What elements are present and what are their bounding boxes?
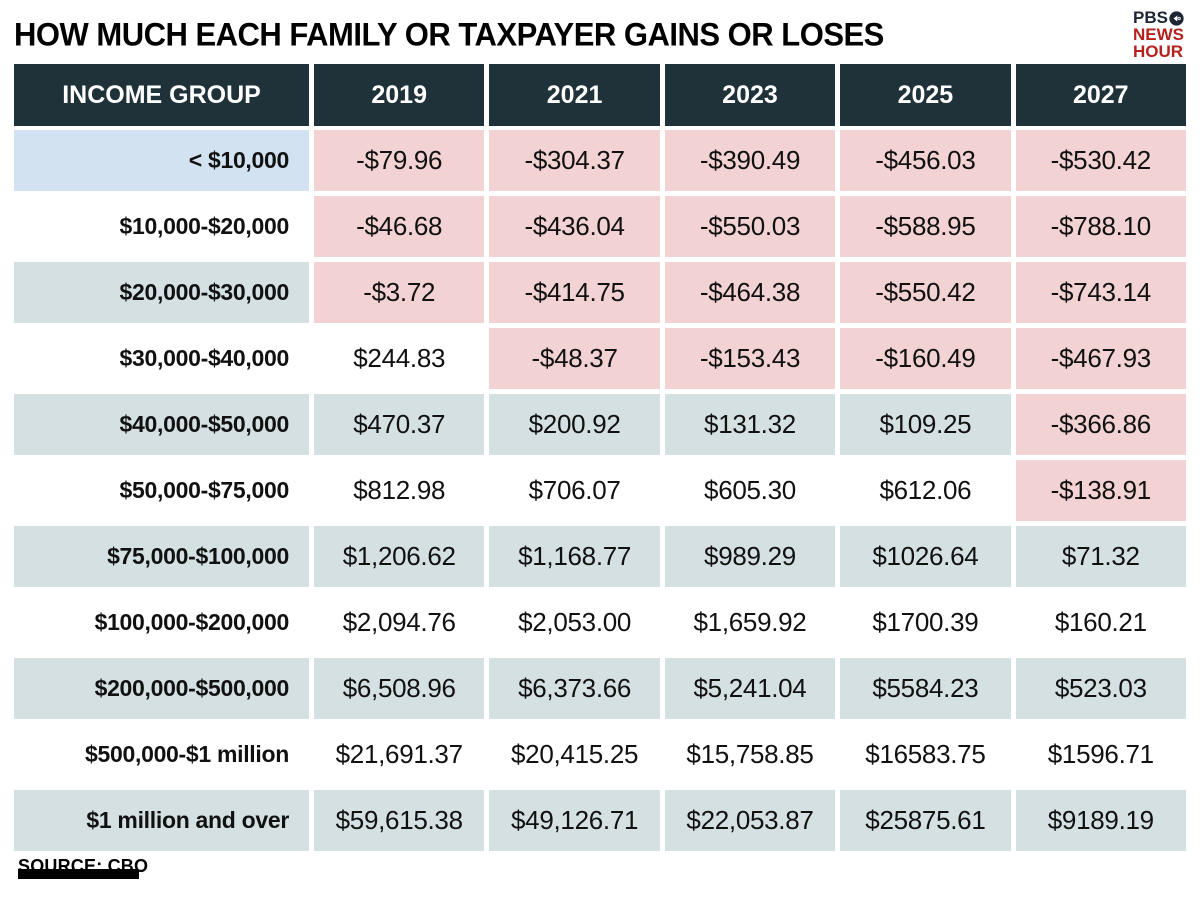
loss-value-cell: -$48.37 <box>489 328 660 389</box>
gain-value-cell: $200.92 <box>489 394 660 455</box>
loss-value-cell: -$390.49 <box>664 130 836 191</box>
title-bar: HOW MUCH EACH FAMILY OR TAXPAYER GAINS O… <box>0 0 1200 62</box>
income-group-label: $50,000-$75,000 <box>14 460 309 521</box>
loss-value-cell: -$414.75 <box>489 262 660 323</box>
income-group-label: $40,000-$50,000 <box>14 394 309 455</box>
gain-value-cell: $9189.19 <box>1015 790 1186 851</box>
gain-value-cell: $1026.64 <box>840 526 1011 587</box>
source-note: SOURCE: CBO <box>18 856 148 879</box>
loss-value-cell: -$464.38 <box>664 262 836 323</box>
gain-value-cell: $6,373.66 <box>489 658 660 719</box>
gain-value-cell: $812.98 <box>314 460 485 521</box>
loss-value-cell: -$79.96 <box>314 130 485 191</box>
gain-value-cell: $523.03 <box>1015 658 1186 719</box>
income-group-label: $10,000-$20,000 <box>14 196 309 257</box>
loss-value-cell: -$788.10 <box>1015 196 1186 257</box>
income-group-label: $200,000-$500,000 <box>14 658 309 719</box>
loss-value-cell: -$743.14 <box>1015 262 1186 323</box>
loss-value-cell: -$436.04 <box>489 196 660 257</box>
loss-value-cell: -$366.86 <box>1015 394 1186 455</box>
income-group-label: < $10,000 <box>14 130 309 191</box>
gain-value-cell: $244.83 <box>314 328 485 389</box>
loss-value-cell: -$530.42 <box>1015 130 1186 191</box>
loss-value-cell: -$160.49 <box>840 328 1011 389</box>
column-header-income-group: INCOME GROUP <box>14 64 309 126</box>
column-header-year: 2021 <box>489 64 660 126</box>
gain-value-cell: $49,126.71 <box>489 790 660 851</box>
gain-value-cell: $2,094.76 <box>314 592 485 653</box>
gain-value-cell: $605.30 <box>664 460 836 521</box>
loss-value-cell: -$46.68 <box>314 196 485 257</box>
income-group-label: $100,000-$200,000 <box>14 592 309 653</box>
pbs-head-icon <box>1169 10 1184 26</box>
gains-table: INCOME GROUP 2019 2021 2023 2025 2027 < $10,00… <box>14 64 1186 851</box>
gain-value-cell: $16583.75 <box>840 724 1011 785</box>
pbs-logo-line: PBS <box>1133 8 1184 27</box>
loss-value-cell: -$304.37 <box>489 130 660 191</box>
newshour-logo-hour: HOUR <box>1133 42 1184 62</box>
gain-value-cell: $21,691.37 <box>314 724 485 785</box>
income-group-label: $30,000-$40,000 <box>14 328 309 389</box>
gain-value-cell: $1,659.92 <box>664 592 836 653</box>
gain-value-cell: $1,206.62 <box>314 526 485 587</box>
column-header-year: 2023 <box>664 64 836 126</box>
loss-value-cell: -$550.03 <box>664 196 836 257</box>
column-header-year: 2027 <box>1015 64 1186 126</box>
gain-value-cell: $22,053.87 <box>664 790 836 851</box>
gain-value-cell: $25875.61 <box>840 790 1011 851</box>
gain-value-cell: $470.37 <box>314 394 485 455</box>
income-group-label: $500,000-$1 million <box>14 724 309 785</box>
pbs-newshour-logo: PBS NEWS HOUR <box>1133 8 1186 62</box>
loss-value-cell: -$138.91 <box>1015 460 1186 521</box>
gain-value-cell: $989.29 <box>664 526 836 587</box>
gain-value-cell: $1700.39 <box>840 592 1011 653</box>
gain-value-cell: $20,415.25 <box>489 724 660 785</box>
column-header-year: 2019 <box>314 64 485 126</box>
pbs-logo-text: PBS <box>1133 8 1168 27</box>
gain-value-cell: $5,241.04 <box>664 658 836 719</box>
gain-value-cell: $2,053.00 <box>489 592 660 653</box>
gain-value-cell: $15,758.85 <box>664 724 836 785</box>
page-title: HOW MUCH EACH FAMILY OR TAXPAYER GAINS O… <box>14 16 884 54</box>
gain-value-cell: $59,615.38 <box>314 790 485 851</box>
loss-value-cell: -$153.43 <box>664 328 836 389</box>
newshour-logo-news: NEWS <box>1133 25 1184 45</box>
gain-value-cell: $1,168.77 <box>489 526 660 587</box>
loss-value-cell: -$3.72 <box>314 262 485 323</box>
loss-value-cell: -$588.95 <box>840 196 1011 257</box>
loss-value-cell: -$467.93 <box>1015 328 1186 389</box>
gain-value-cell: $1596.71 <box>1015 724 1186 785</box>
income-group-label: $20,000-$30,000 <box>14 262 309 323</box>
gain-value-cell: $109.25 <box>840 394 1011 455</box>
income-group-label: $75,000-$100,000 <box>14 526 309 587</box>
loss-value-cell: -$550.42 <box>840 262 1011 323</box>
gain-value-cell: $131.32 <box>664 394 836 455</box>
gain-value-cell: $6,508.96 <box>314 658 485 719</box>
gain-value-cell: $612.06 <box>840 460 1011 521</box>
gain-value-cell: $706.07 <box>489 460 660 521</box>
gain-value-cell: $160.21 <box>1015 592 1186 653</box>
column-header-year: 2025 <box>840 64 1011 126</box>
source-redaction-bar <box>18 869 140 879</box>
gain-value-cell: $71.32 <box>1015 526 1186 587</box>
income-group-label: $1 million and over <box>14 790 309 851</box>
gain-value-cell: $5584.23 <box>840 658 1011 719</box>
loss-value-cell: -$456.03 <box>840 130 1011 191</box>
